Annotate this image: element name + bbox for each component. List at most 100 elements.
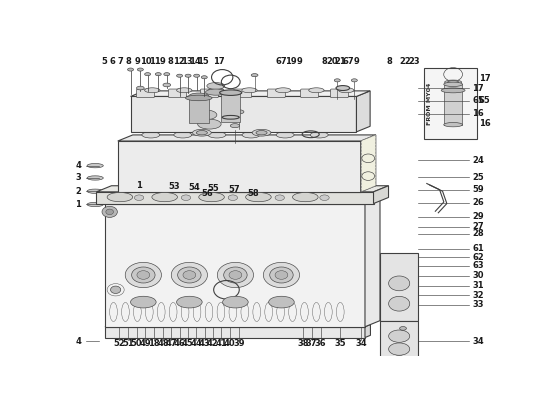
Text: 51: 51 [122, 339, 134, 348]
Ellipse shape [276, 88, 291, 93]
Text: 19: 19 [285, 57, 296, 66]
Ellipse shape [107, 192, 133, 202]
Text: 54: 54 [188, 183, 200, 192]
Ellipse shape [177, 296, 202, 308]
Ellipse shape [219, 90, 242, 96]
Ellipse shape [134, 195, 144, 200]
Ellipse shape [138, 68, 144, 71]
Ellipse shape [339, 88, 354, 93]
Ellipse shape [275, 195, 284, 200]
FancyBboxPatch shape [444, 84, 463, 125]
Polygon shape [96, 186, 388, 192]
FancyBboxPatch shape [105, 327, 365, 338]
Text: 52: 52 [113, 339, 125, 348]
Ellipse shape [128, 68, 134, 71]
Ellipse shape [199, 192, 224, 202]
Polygon shape [361, 135, 376, 192]
FancyBboxPatch shape [96, 192, 373, 204]
Text: 59: 59 [472, 185, 484, 194]
Text: 27: 27 [472, 222, 484, 231]
Ellipse shape [336, 86, 350, 90]
Text: 15: 15 [197, 57, 208, 66]
FancyBboxPatch shape [130, 96, 356, 132]
Ellipse shape [130, 296, 156, 308]
Ellipse shape [201, 76, 207, 79]
Text: 8: 8 [167, 57, 173, 66]
Text: 38: 38 [297, 339, 309, 348]
Ellipse shape [263, 262, 300, 288]
Text: 2: 2 [75, 187, 81, 196]
Text: 55: 55 [208, 184, 219, 193]
Ellipse shape [145, 73, 151, 76]
Text: 5: 5 [101, 57, 107, 66]
Polygon shape [105, 324, 371, 327]
FancyBboxPatch shape [118, 141, 361, 192]
Text: 16: 16 [479, 119, 491, 128]
Text: 17: 17 [472, 84, 484, 92]
Ellipse shape [177, 88, 192, 93]
Ellipse shape [207, 82, 225, 89]
Text: 8: 8 [321, 57, 327, 66]
Ellipse shape [87, 176, 103, 180]
Ellipse shape [189, 93, 209, 100]
Ellipse shape [224, 267, 247, 283]
Text: 62: 62 [472, 253, 484, 262]
Ellipse shape [389, 330, 410, 342]
Text: 49: 49 [139, 339, 151, 348]
Ellipse shape [182, 195, 191, 200]
FancyBboxPatch shape [424, 68, 477, 139]
Text: 18: 18 [148, 339, 160, 348]
Ellipse shape [444, 82, 463, 86]
Text: 44: 44 [190, 339, 202, 348]
Text: 50: 50 [131, 339, 142, 348]
Text: 61: 61 [472, 244, 484, 253]
Ellipse shape [256, 130, 267, 135]
Text: 17: 17 [213, 57, 224, 66]
Ellipse shape [185, 74, 191, 77]
Polygon shape [365, 198, 380, 327]
Ellipse shape [174, 132, 192, 138]
Polygon shape [361, 135, 376, 192]
Text: 39: 39 [233, 339, 245, 348]
Ellipse shape [334, 79, 340, 82]
Circle shape [102, 206, 117, 218]
Polygon shape [105, 198, 380, 204]
Text: 57: 57 [228, 185, 239, 194]
Text: 3: 3 [75, 174, 81, 182]
Ellipse shape [136, 86, 144, 90]
Text: 9: 9 [159, 57, 165, 66]
Text: 34: 34 [355, 339, 367, 348]
Text: 56: 56 [202, 189, 213, 198]
Ellipse shape [229, 271, 242, 279]
Ellipse shape [389, 296, 410, 311]
Ellipse shape [444, 80, 461, 84]
Text: 11: 11 [148, 57, 160, 66]
Ellipse shape [234, 110, 244, 114]
Ellipse shape [87, 164, 103, 168]
Text: 26: 26 [472, 198, 484, 208]
Text: 29: 29 [472, 212, 484, 221]
FancyBboxPatch shape [380, 321, 419, 372]
Text: 63: 63 [472, 261, 484, 270]
Ellipse shape [270, 267, 293, 283]
Text: 9: 9 [135, 57, 141, 66]
Circle shape [111, 286, 121, 294]
Text: 67: 67 [343, 57, 355, 66]
Ellipse shape [276, 132, 294, 138]
FancyBboxPatch shape [168, 89, 186, 98]
Text: 25: 25 [472, 173, 484, 182]
Text: 17: 17 [479, 74, 491, 84]
Text: 43: 43 [199, 339, 211, 348]
FancyBboxPatch shape [105, 204, 365, 327]
FancyBboxPatch shape [234, 89, 251, 98]
Ellipse shape [208, 132, 226, 138]
FancyBboxPatch shape [301, 89, 318, 98]
Polygon shape [365, 324, 371, 338]
Ellipse shape [155, 73, 161, 76]
Text: 46: 46 [174, 339, 185, 348]
FancyBboxPatch shape [189, 96, 209, 122]
FancyBboxPatch shape [267, 89, 285, 98]
Ellipse shape [145, 88, 160, 93]
Ellipse shape [309, 88, 324, 93]
FancyBboxPatch shape [380, 253, 419, 321]
